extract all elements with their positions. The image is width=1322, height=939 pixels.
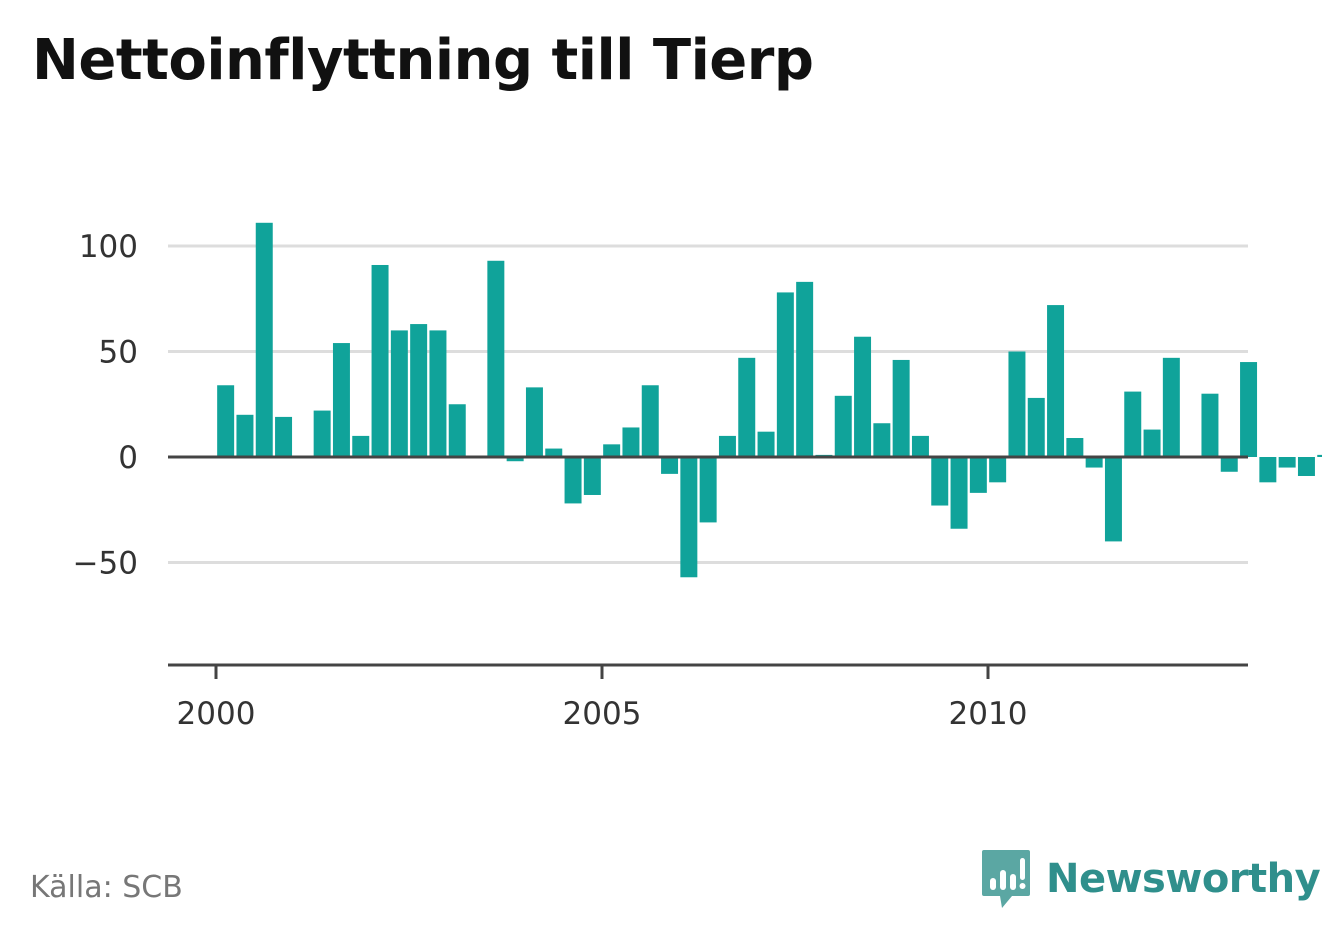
axes: −50050100200020052010201520202025 — [73, 229, 1248, 732]
bar — [448, 404, 466, 457]
x-tick-label: 2010 — [949, 696, 1028, 732]
bar — [390, 330, 408, 457]
bar — [1124, 391, 1142, 457]
bar — [1201, 393, 1219, 457]
bar — [525, 387, 543, 457]
bar — [1259, 457, 1277, 483]
bar — [352, 435, 370, 457]
source-note: Källa: SCB — [30, 870, 183, 905]
bar — [1104, 457, 1122, 542]
bar — [1240, 362, 1258, 457]
bar — [699, 457, 717, 523]
y-tick-label: 100 — [79, 229, 138, 265]
bar — [1220, 457, 1238, 472]
bar — [969, 457, 987, 493]
bar — [410, 324, 428, 457]
bar — [255, 222, 273, 457]
y-tick-label: 50 — [99, 335, 138, 371]
bar — [661, 457, 679, 474]
bar — [641, 385, 659, 457]
chart-title: Nettoinflyttning till Tierp — [32, 28, 814, 93]
bar — [371, 264, 389, 457]
bar — [1008, 351, 1026, 457]
bar — [989, 457, 1007, 483]
bar — [757, 431, 775, 457]
y-tick-label: 0 — [118, 440, 138, 476]
bar — [738, 357, 756, 457]
bars — [217, 222, 1322, 578]
x-tick-label: 2000 — [177, 696, 256, 732]
bar — [564, 457, 582, 504]
bar — [1027, 397, 1045, 457]
bar — [332, 343, 350, 457]
bar — [1297, 457, 1315, 476]
bar — [873, 423, 891, 457]
bar — [680, 457, 698, 578]
bar — [1085, 457, 1103, 468]
bar — [622, 427, 640, 457]
bar — [796, 281, 814, 457]
bar — [545, 448, 563, 457]
bar — [834, 395, 852, 457]
bar — [1047, 305, 1065, 457]
brand-name: Newsworthy — [1046, 856, 1321, 902]
bar — [236, 414, 254, 457]
bar — [1278, 457, 1296, 468]
bar — [313, 410, 331, 457]
bar — [603, 444, 621, 457]
bar — [487, 260, 505, 457]
bar — [911, 435, 929, 457]
bar — [718, 435, 736, 457]
bar — [275, 416, 293, 457]
x-tick-label: 2005 — [563, 696, 642, 732]
brand-logo: Newsworthy — [980, 848, 1321, 910]
bar — [1317, 454, 1322, 457]
bar-chart-speech-bubble-icon — [982, 850, 1030, 908]
bar — [583, 457, 601, 495]
bar — [506, 457, 524, 462]
bar — [1162, 357, 1180, 457]
bar — [854, 336, 872, 457]
bar — [1066, 438, 1084, 457]
bar — [776, 292, 794, 457]
bar — [429, 330, 447, 457]
y-tick-label: −50 — [73, 546, 138, 582]
bar — [931, 457, 949, 506]
bar — [1143, 429, 1161, 457]
bar — [950, 457, 968, 529]
bar — [892, 359, 910, 457]
bar — [217, 385, 235, 457]
